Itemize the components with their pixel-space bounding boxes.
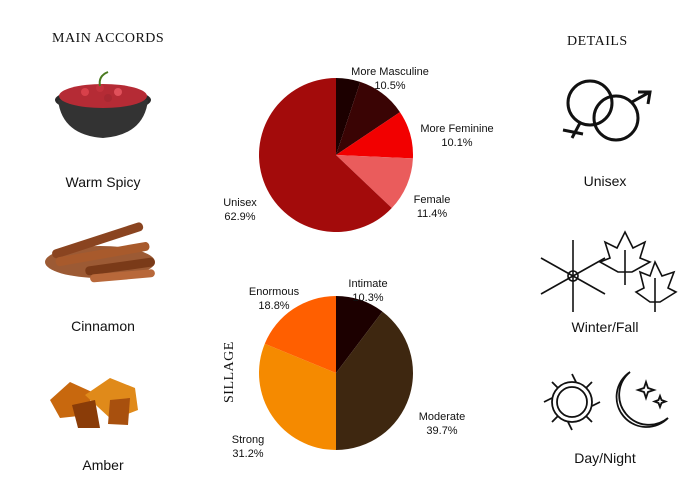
- main-accords-title: MAIN ACCORDS: [52, 31, 165, 46]
- detail-label-gender: Unisex: [583, 173, 627, 189]
- pie-label-name: Intimate: [348, 278, 388, 290]
- details-title: DETAILS: [567, 34, 628, 49]
- pie-label-name: More Feminine: [420, 123, 494, 135]
- pie-slice-female: [336, 155, 413, 209]
- accord-label-warm-spicy: Warm Spicy: [65, 174, 141, 190]
- pie-label-value: 11.4%: [416, 208, 448, 220]
- pie-label: Moderate 39.7%: [419, 410, 465, 438]
- detail-label-time: Day/Night: [574, 450, 636, 466]
- pie-label-name: Female: [413, 194, 451, 206]
- pie-label-name: More Masculine: [351, 66, 429, 78]
- accord-label-amber: Amber: [82, 457, 124, 473]
- pie-label-value: 10.3%: [352, 292, 384, 304]
- pie-label-value: 10.1%: [441, 137, 473, 149]
- pie-slice-more-masculine: [336, 81, 400, 155]
- pie-slice-moderate: [336, 311, 413, 450]
- pie-label-value: 18.8%: [258, 300, 290, 312]
- pie-label-name: Unisex: [223, 197, 257, 209]
- pie-label-value: 62.9%: [224, 211, 256, 223]
- accord-label-cinnamon: Cinnamon: [71, 318, 135, 334]
- pie-label: Female 11.4%: [414, 193, 451, 221]
- pie-label: Strong 31.2%: [232, 433, 264, 461]
- pie-slice-more-feminine: [336, 112, 413, 159]
- pie-slice-intimate: [336, 296, 383, 373]
- pie-label: Intimate 10.3%: [348, 277, 387, 305]
- pie-label-value: 10.5%: [374, 80, 406, 92]
- sillage-title: SILLAGE: [222, 341, 237, 403]
- pie-slice-strong: [259, 343, 336, 450]
- pie-label: Unisex 62.9%: [223, 196, 257, 224]
- pie-label-name: Enormous: [248, 286, 300, 298]
- pie-label-name: Strong: [231, 434, 265, 446]
- pie-label: More Masculine 10.5%: [351, 65, 429, 93]
- pie-label: Enormous 18.8%: [249, 285, 299, 313]
- pie-slice-unlabeled: [336, 78, 361, 155]
- detail-label-season: Winter/Fall: [571, 319, 639, 335]
- pie-label: More Feminine 10.1%: [420, 122, 493, 150]
- pie-slice-enormous: [264, 296, 336, 373]
- pie-slice-unisex: [258, 78, 392, 233]
- pie-label-value: 39.7%: [426, 425, 458, 437]
- pie-label-value: 31.2%: [232, 448, 264, 460]
- pie-label-name: Moderate: [418, 411, 466, 423]
